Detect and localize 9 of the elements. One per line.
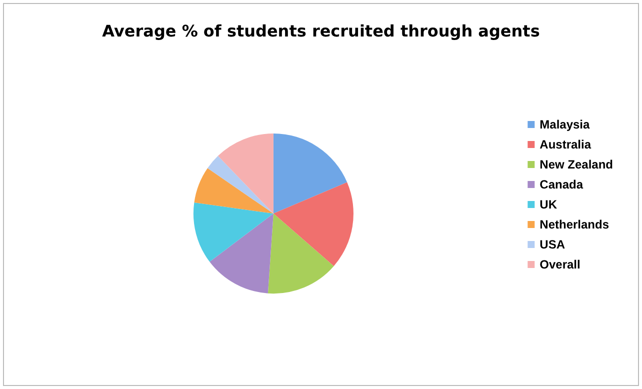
legend-label: Malaysia: [540, 118, 590, 132]
legend-label: Netherlands: [540, 218, 610, 232]
legend-label: Australia: [540, 138, 592, 152]
legend-label: UK: [540, 198, 558, 212]
legend-label: USA: [540, 238, 566, 252]
legend-label: New Zealand: [540, 158, 614, 172]
legend-label: Canada: [540, 178, 584, 192]
legend-label: Overall: [540, 258, 580, 272]
chart-title: Average % of students recruited through agents: [102, 22, 540, 40]
